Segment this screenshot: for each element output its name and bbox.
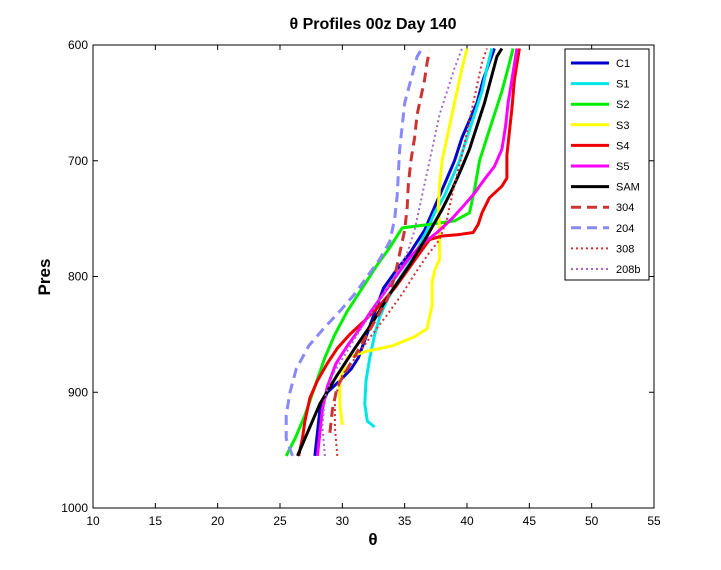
- series-line-304: [328, 50, 432, 433]
- y-tick-label: 900: [68, 385, 88, 399]
- legend-label: 208b: [616, 264, 640, 276]
- x-tick-label: 50: [585, 514, 599, 528]
- series-line-s3: [338, 48, 469, 425]
- x-axis-ticks: 10 15 20 25 30 35 40 45 50 55: [86, 45, 661, 528]
- plot-area: [92, 44, 655, 509]
- chart-title: θ Profiles 00z Day 140: [290, 16, 457, 33]
- x-tick-label: 25: [273, 514, 287, 528]
- x-tick-label: 10: [86, 514, 100, 528]
- y-tick-label: 600: [68, 38, 88, 52]
- series-lines: [284, 47, 521, 457]
- legend-label: S3: [616, 120, 629, 132]
- y-axis-label: Pres: [35, 259, 54, 296]
- x-axis-label: θ: [368, 530, 377, 549]
- x-tick-label: 40: [460, 514, 474, 528]
- series-line-204: [284, 47, 424, 457]
- y-tick-label: 700: [68, 154, 88, 168]
- x-tick-label: 30: [336, 514, 350, 528]
- legend: C1 S1 S2 S3 S4 S5 SAM 304 204 308 208b: [564, 48, 650, 281]
- y-tick-label: 1000: [61, 501, 88, 515]
- y-tick-label: 800: [68, 270, 88, 284]
- x-tick-label: 55: [647, 514, 661, 528]
- legend-label: SAM: [616, 182, 640, 194]
- x-tick-label: 15: [149, 514, 163, 528]
- series-line-208b: [321, 48, 463, 456]
- legend-label: 204: [616, 223, 634, 235]
- legend-label: S2: [616, 99, 629, 111]
- legend-label: 308: [616, 243, 634, 255]
- y-axis-ticks: 600 700 800 900 1000: [61, 38, 654, 515]
- series-line-sam: [296, 47, 504, 457]
- legend-label: S5: [616, 161, 629, 173]
- legend-label: S4: [616, 140, 629, 152]
- x-tick-label: 45: [523, 514, 537, 528]
- x-tick-label: 20: [211, 514, 225, 528]
- x-tick-label: 35: [398, 514, 412, 528]
- legend-label: S1: [616, 79, 629, 91]
- legend-label: C1: [616, 58, 630, 70]
- series-line-308: [333, 48, 488, 456]
- legend-label: 304: [616, 202, 634, 214]
